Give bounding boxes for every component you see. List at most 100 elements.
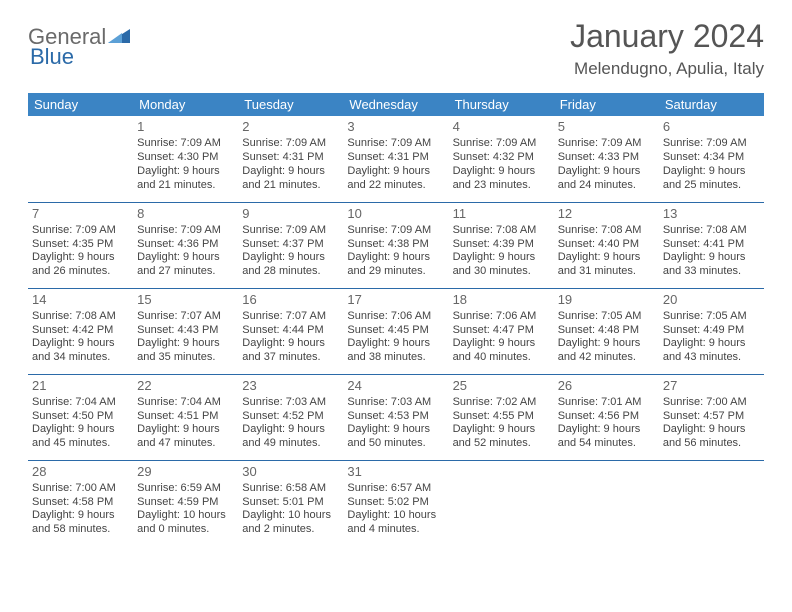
- sunset-line: Sunset: 5:01 PM: [242, 496, 339, 510]
- title-block: January 2024 Melendugno, Apulia, Italy: [570, 18, 764, 79]
- calendar-cell: 1Sunrise: 7:09 AMSunset: 4:30 PMDaylight…: [133, 116, 238, 202]
- day-number: 25: [453, 377, 550, 396]
- sunset-line: Sunset: 4:47 PM: [453, 324, 550, 338]
- sunrise-line: Sunrise: 7:09 AM: [242, 224, 339, 238]
- day-number: 14: [32, 291, 129, 310]
- calendar-cell: 15Sunrise: 7:07 AMSunset: 4:43 PMDayligh…: [133, 288, 238, 374]
- calendar-cell: [659, 460, 764, 546]
- day-number: 3: [347, 118, 444, 137]
- daylight-line: Daylight: 9 hours and 33 minutes.: [663, 251, 760, 279]
- daylight-line: Daylight: 9 hours and 27 minutes.: [137, 251, 234, 279]
- sunset-line: Sunset: 4:57 PM: [663, 410, 760, 424]
- sunset-line: Sunset: 4:41 PM: [663, 238, 760, 252]
- calendar-cell: 23Sunrise: 7:03 AMSunset: 4:52 PMDayligh…: [238, 374, 343, 460]
- daylight-line: Daylight: 9 hours and 25 minutes.: [663, 165, 760, 193]
- sunset-line: Sunset: 4:37 PM: [242, 238, 339, 252]
- day-number: 9: [242, 205, 339, 224]
- daylight-line: Daylight: 9 hours and 35 minutes.: [137, 337, 234, 365]
- sunset-line: Sunset: 4:49 PM: [663, 324, 760, 338]
- calendar-row: 1Sunrise: 7:09 AMSunset: 4:30 PMDaylight…: [28, 116, 764, 202]
- sunrise-line: Sunrise: 7:08 AM: [558, 224, 655, 238]
- logo-mark-icon: [108, 25, 130, 48]
- weekday-header: Sunday: [28, 93, 133, 116]
- sunrise-line: Sunrise: 7:09 AM: [242, 137, 339, 151]
- daylight-line: Daylight: 9 hours and 40 minutes.: [453, 337, 550, 365]
- calendar-cell: 13Sunrise: 7:08 AMSunset: 4:41 PMDayligh…: [659, 202, 764, 288]
- sunrise-line: Sunrise: 7:05 AM: [558, 310, 655, 324]
- day-number: 28: [32, 463, 129, 482]
- sunset-line: Sunset: 4:56 PM: [558, 410, 655, 424]
- day-number: 18: [453, 291, 550, 310]
- daylight-line: Daylight: 9 hours and 29 minutes.: [347, 251, 444, 279]
- weekday-header: Wednesday: [343, 93, 448, 116]
- sunset-line: Sunset: 4:45 PM: [347, 324, 444, 338]
- daylight-line: Daylight: 10 hours and 2 minutes.: [242, 509, 339, 537]
- calendar-cell: 29Sunrise: 6:59 AMSunset: 4:59 PMDayligh…: [133, 460, 238, 546]
- weekday-header: Saturday: [659, 93, 764, 116]
- sunset-line: Sunset: 4:51 PM: [137, 410, 234, 424]
- sunrise-line: Sunrise: 7:05 AM: [663, 310, 760, 324]
- calendar-row: 7Sunrise: 7:09 AMSunset: 4:35 PMDaylight…: [28, 202, 764, 288]
- calendar-cell: [28, 116, 133, 202]
- sunrise-line: Sunrise: 7:04 AM: [32, 396, 129, 410]
- calendar-cell: 10Sunrise: 7:09 AMSunset: 4:38 PMDayligh…: [343, 202, 448, 288]
- logo-sub: Blue: [30, 44, 74, 70]
- daylight-line: Daylight: 9 hours and 43 minutes.: [663, 337, 760, 365]
- calendar-cell: 19Sunrise: 7:05 AMSunset: 4:48 PMDayligh…: [554, 288, 659, 374]
- calendar-cell: 22Sunrise: 7:04 AMSunset: 4:51 PMDayligh…: [133, 374, 238, 460]
- sunrise-line: Sunrise: 7:09 AM: [558, 137, 655, 151]
- sunset-line: Sunset: 4:32 PM: [453, 151, 550, 165]
- day-number: 17: [347, 291, 444, 310]
- calendar-cell: 27Sunrise: 7:00 AMSunset: 4:57 PMDayligh…: [659, 374, 764, 460]
- sunset-line: Sunset: 4:48 PM: [558, 324, 655, 338]
- logo-text-blue: Blue: [30, 44, 74, 69]
- weekday-header: Friday: [554, 93, 659, 116]
- sunrise-line: Sunrise: 7:09 AM: [347, 137, 444, 151]
- day-number: 7: [32, 205, 129, 224]
- daylight-line: Daylight: 9 hours and 24 minutes.: [558, 165, 655, 193]
- day-number: 27: [663, 377, 760, 396]
- day-number: 23: [242, 377, 339, 396]
- daylight-line: Daylight: 9 hours and 23 minutes.: [453, 165, 550, 193]
- day-number: 30: [242, 463, 339, 482]
- calendar-table: SundayMondayTuesdayWednesdayThursdayFrid…: [28, 93, 764, 546]
- day-number: 20: [663, 291, 760, 310]
- sunrise-line: Sunrise: 7:09 AM: [137, 137, 234, 151]
- calendar-cell: 12Sunrise: 7:08 AMSunset: 4:40 PMDayligh…: [554, 202, 659, 288]
- sunset-line: Sunset: 4:58 PM: [32, 496, 129, 510]
- sunrise-line: Sunrise: 7:03 AM: [242, 396, 339, 410]
- daylight-line: Daylight: 9 hours and 42 minutes.: [558, 337, 655, 365]
- daylight-line: Daylight: 9 hours and 21 minutes.: [137, 165, 234, 193]
- sunrise-line: Sunrise: 7:09 AM: [663, 137, 760, 151]
- sunset-line: Sunset: 4:31 PM: [347, 151, 444, 165]
- sunset-line: Sunset: 4:40 PM: [558, 238, 655, 252]
- daylight-line: Daylight: 9 hours and 50 minutes.: [347, 423, 444, 451]
- day-number: 29: [137, 463, 234, 482]
- daylight-line: Daylight: 9 hours and 22 minutes.: [347, 165, 444, 193]
- day-number: 22: [137, 377, 234, 396]
- day-number: 6: [663, 118, 760, 137]
- sunset-line: Sunset: 5:02 PM: [347, 496, 444, 510]
- daylight-line: Daylight: 10 hours and 4 minutes.: [347, 509, 444, 537]
- sunrise-line: Sunrise: 7:03 AM: [347, 396, 444, 410]
- day-number: 24: [347, 377, 444, 396]
- sunset-line: Sunset: 4:53 PM: [347, 410, 444, 424]
- day-number: 10: [347, 205, 444, 224]
- calendar-cell: 21Sunrise: 7:04 AMSunset: 4:50 PMDayligh…: [28, 374, 133, 460]
- weekday-header: Monday: [133, 93, 238, 116]
- sunrise-line: Sunrise: 7:01 AM: [558, 396, 655, 410]
- daylight-line: Daylight: 9 hours and 30 minutes.: [453, 251, 550, 279]
- calendar-row: 21Sunrise: 7:04 AMSunset: 4:50 PMDayligh…: [28, 374, 764, 460]
- calendar-cell: 18Sunrise: 7:06 AMSunset: 4:47 PMDayligh…: [449, 288, 554, 374]
- daylight-line: Daylight: 9 hours and 34 minutes.: [32, 337, 129, 365]
- sunset-line: Sunset: 4:33 PM: [558, 151, 655, 165]
- sunrise-line: Sunrise: 7:02 AM: [453, 396, 550, 410]
- sunrise-line: Sunrise: 7:08 AM: [453, 224, 550, 238]
- weekday-header-row: SundayMondayTuesdayWednesdayThursdayFrid…: [28, 93, 764, 116]
- sunset-line: Sunset: 4:30 PM: [137, 151, 234, 165]
- daylight-line: Daylight: 9 hours and 54 minutes.: [558, 423, 655, 451]
- calendar-cell: [449, 460, 554, 546]
- day-number: 31: [347, 463, 444, 482]
- sunset-line: Sunset: 4:42 PM: [32, 324, 129, 338]
- sunrise-line: Sunrise: 6:58 AM: [242, 482, 339, 496]
